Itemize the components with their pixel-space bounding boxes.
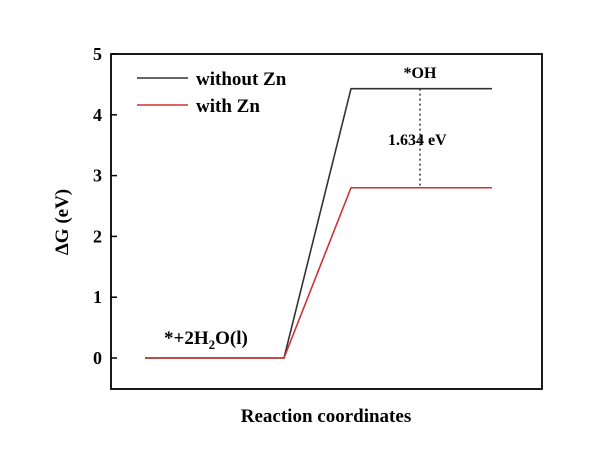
y-tick-label: 2 [93, 226, 102, 246]
series-line-with-zn [145, 186, 492, 359]
start-state-subscript: 2 [209, 337, 216, 352]
start-state-prefix: *+2H [164, 328, 209, 349]
y-tick-label: 3 [93, 166, 102, 186]
y-axis-label: ΔG (eV) [52, 189, 73, 255]
annotation-energy-difference: 1.634 eV [388, 132, 447, 149]
start-state-suffix: O(l) [215, 328, 248, 349]
y-axis-label-symbol: ΔG [52, 228, 73, 255]
y-tick-label: 5 [93, 44, 102, 64]
y-tick-label: 0 [93, 348, 102, 368]
series-line-without-zn [145, 87, 492, 359]
legend-label-with-zn: with Zn [196, 96, 260, 117]
annotation-end-state: *OH [404, 65, 437, 82]
y-axis-label-unit: (eV) [52, 189, 73, 229]
y-axis-ticks: 0 1 2 3 4 5 [93, 44, 117, 368]
plot-frame [110, 53, 543, 390]
x-axis-label: Reaction coordinates [241, 406, 411, 427]
series-group [145, 87, 492, 359]
annotation-start-state: *+2H2O(l) [164, 328, 248, 352]
y-tick-label: 4 [93, 105, 102, 125]
y-tick-label: 1 [93, 287, 102, 307]
legend: without Zn with Zn [137, 69, 287, 117]
legend-label-without-zn: without Zn [196, 69, 287, 90]
